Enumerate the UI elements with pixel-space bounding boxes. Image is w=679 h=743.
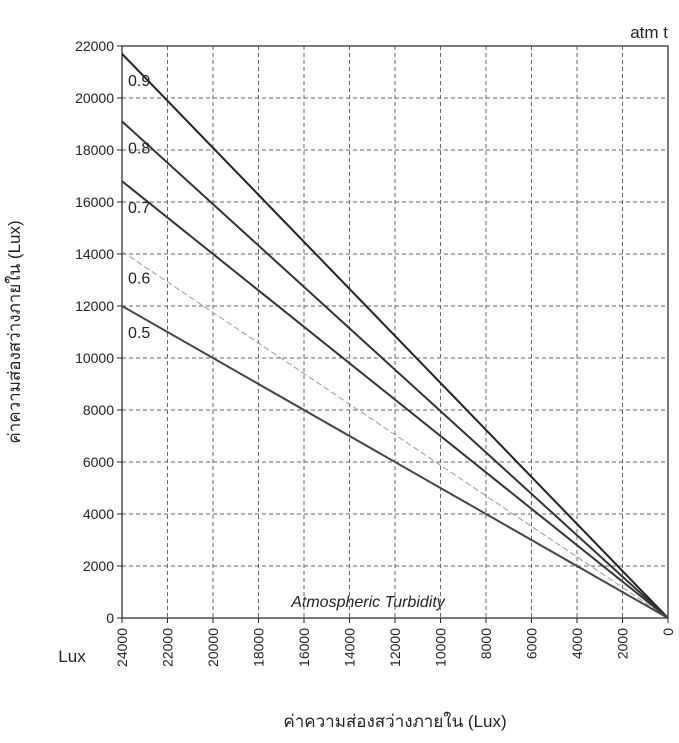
- series-label: 0.5: [128, 325, 150, 342]
- y-tick-label: 20000: [75, 90, 114, 106]
- series-line: [121, 250, 669, 619]
- plot-frame: [121, 45, 669, 619]
- x-axis-label: ค่าความส่องสว่างภายใน (Lux): [283, 711, 506, 731]
- y-tick-label: 4000: [83, 506, 114, 522]
- series-label: 0.9: [128, 73, 150, 90]
- y-tick-label: 2000: [83, 558, 114, 574]
- chart-title: atm t: [630, 23, 668, 42]
- x-unit-label: Lux: [58, 647, 86, 666]
- y-axis-label: ค่าความส่องสว่างภายใน (Lux): [4, 220, 24, 443]
- series-label: 0.7: [128, 200, 150, 217]
- series-line: [121, 180, 669, 619]
- series-label: 0.6: [128, 270, 150, 287]
- y-tick-label: 8000: [83, 402, 114, 418]
- y-tick-label: 22000: [75, 38, 114, 54]
- x-tick-label: 16000: [296, 628, 312, 667]
- y-tick-label: 6000: [83, 454, 114, 470]
- x-tick-label: 4000: [569, 628, 585, 659]
- series-line: [121, 53, 669, 619]
- x-tick-label: 8000: [478, 628, 494, 659]
- x-tick-label: 2000: [615, 628, 631, 659]
- series-line: [121, 305, 669, 619]
- x-tick-label: 22000: [160, 628, 176, 667]
- y-tick-label: 10000: [75, 350, 114, 366]
- y-tick-label: 12000: [75, 298, 114, 314]
- x-tick-label: 24000: [114, 628, 130, 667]
- x-tick-label: 10000: [433, 628, 449, 667]
- x-tick-label: 0: [660, 628, 676, 636]
- annotation: Atmospheric Turbidity: [290, 594, 446, 611]
- series-line: [121, 120, 669, 619]
- series-label: 0.8: [128, 140, 150, 157]
- y-tick-label: 14000: [75, 246, 114, 262]
- y-tick-label: 16000: [75, 194, 114, 210]
- y-tick-label: 18000: [75, 142, 114, 158]
- y-tick-label: 0: [106, 610, 114, 626]
- x-tick-label: 20000: [205, 628, 221, 667]
- x-tick-label: 14000: [342, 628, 358, 667]
- x-tick-label: 18000: [251, 628, 267, 667]
- x-tick-label: 6000: [524, 628, 540, 659]
- x-tick-label: 12000: [387, 628, 403, 667]
